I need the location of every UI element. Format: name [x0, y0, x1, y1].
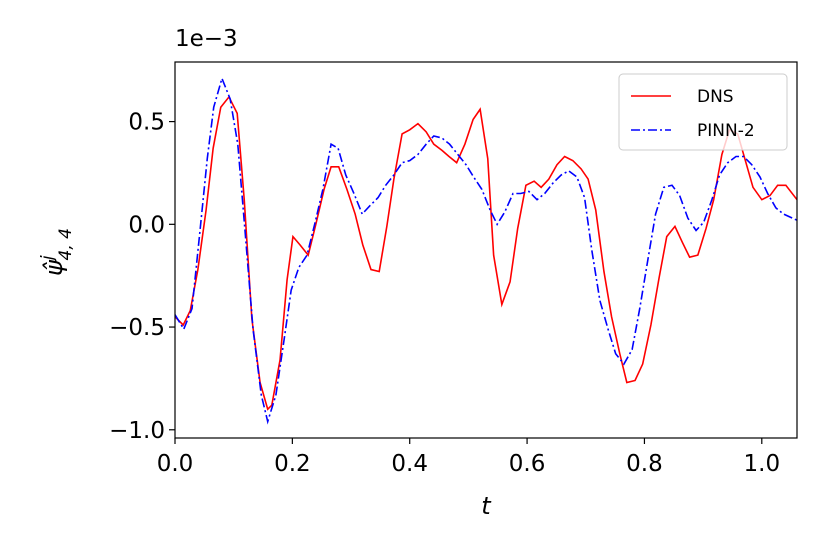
- legend: DNS PINN-2: [618, 73, 788, 151]
- legend-label: DNS: [697, 87, 734, 107]
- y-label-sup: j: [38, 255, 58, 262]
- x-tick-label: 1.0: [744, 451, 781, 477]
- x-axis-label: t: [481, 492, 492, 520]
- x-tick-label: 0.6: [509, 451, 546, 477]
- series-line: [175, 95, 797, 411]
- y-label-sub: 4, 4: [56, 228, 76, 260]
- x-tick-label: 0.8: [626, 451, 663, 477]
- y-label-base: ψ̂: [40, 259, 68, 276]
- y-tick-label: −0.5: [109, 315, 165, 341]
- legend-frame: [618, 73, 788, 151]
- plot-area: [175, 75, 797, 425]
- y-tick-label: 0.0: [128, 212, 165, 238]
- x-tick-label: 0.2: [274, 451, 311, 477]
- series-line: [175, 75, 797, 425]
- legend-label: PINN-2: [697, 121, 755, 141]
- offset-label: 1e−3: [175, 26, 238, 52]
- x-tick-label: 0.4: [391, 451, 428, 477]
- x-tick-label: 0.0: [157, 451, 194, 477]
- y-tick-label: −1.0: [109, 418, 165, 444]
- axes-frame: [174, 61, 798, 439]
- y-tick-label: 0.5: [128, 110, 165, 136]
- y-axis-label: ψ̂j4, 4: [38, 228, 76, 276]
